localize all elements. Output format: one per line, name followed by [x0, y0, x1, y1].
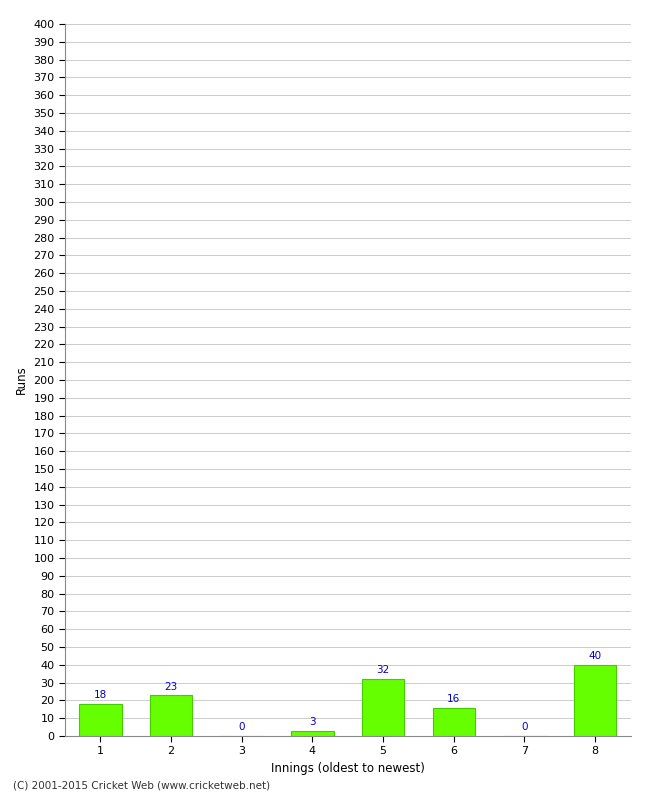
Bar	[433, 707, 475, 736]
Text: 40: 40	[589, 651, 602, 662]
Text: 18: 18	[94, 690, 107, 701]
Text: 16: 16	[447, 694, 460, 704]
Text: (C) 2001-2015 Cricket Web (www.cricketweb.net): (C) 2001-2015 Cricket Web (www.cricketwe…	[13, 781, 270, 790]
Text: 0: 0	[521, 722, 528, 733]
Text: 32: 32	[376, 666, 390, 675]
Y-axis label: Runs: Runs	[15, 366, 28, 394]
Bar	[291, 730, 333, 736]
Bar	[150, 695, 192, 736]
Bar	[79, 704, 122, 736]
Text: 0: 0	[239, 722, 245, 733]
Bar	[362, 679, 404, 736]
Bar	[574, 665, 616, 736]
Text: 3: 3	[309, 717, 316, 727]
Text: 23: 23	[164, 682, 177, 691]
X-axis label: Innings (oldest to newest): Innings (oldest to newest)	[271, 762, 424, 775]
